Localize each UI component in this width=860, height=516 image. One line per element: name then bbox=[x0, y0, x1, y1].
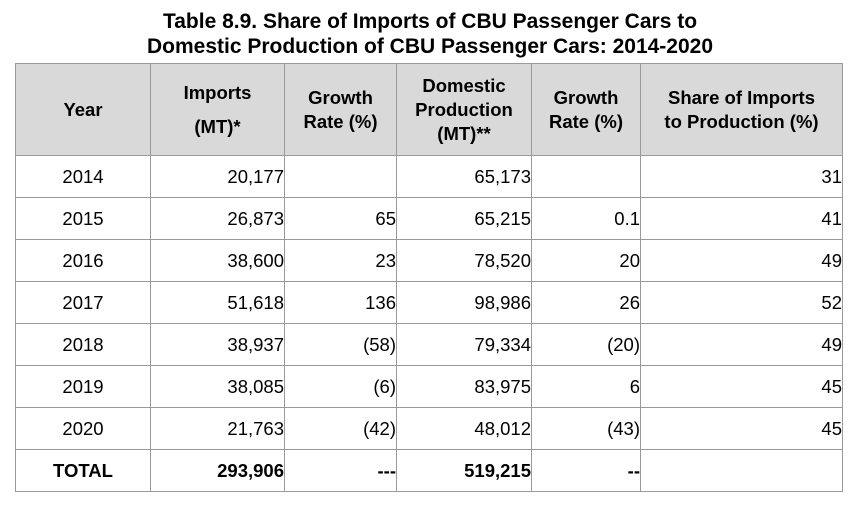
cell-share: 52 bbox=[640, 281, 843, 324]
header-domestic-growth-line-1: Growth bbox=[553, 86, 619, 108]
table-row: 2014 20,177 65,173 31 bbox=[15, 155, 843, 198]
header-domestic-growth-line-2: Rate (%) bbox=[548, 110, 623, 132]
total-domestic: 519,215 bbox=[396, 449, 532, 492]
total-domestic-growth: -- bbox=[531, 449, 641, 492]
header-imports-line-2: (MT)* bbox=[194, 115, 241, 137]
cell-imports: 38,600 bbox=[150, 239, 285, 282]
cell-domestic-growth: (43) bbox=[531, 407, 641, 450]
cell-year: 2015 bbox=[15, 197, 151, 240]
cell-imports: 38,937 bbox=[150, 323, 285, 366]
cell-year: 2016 bbox=[15, 239, 151, 282]
cell-imports: 21,763 bbox=[150, 407, 285, 450]
total-label: TOTAL bbox=[15, 449, 151, 492]
table-title-line-1: Table 8.9. Share of Imports of CBU Passe… bbox=[162, 10, 698, 33]
cell-domestic: 65,215 bbox=[396, 197, 532, 240]
cell-domestic-growth: 0.1 bbox=[531, 197, 641, 240]
cell-imports-growth: (58) bbox=[284, 323, 397, 366]
table-row: 2016 38,600 23 78,520 20 49 bbox=[15, 239, 843, 282]
imports-production-table: Year Imports (MT)* Growth Rate (%) Domes… bbox=[15, 63, 843, 492]
header-domestic-line-1: Domestic bbox=[422, 74, 506, 96]
cell-share: 49 bbox=[640, 239, 843, 282]
header-share-line-1: Share of Imports bbox=[668, 86, 815, 108]
total-share bbox=[640, 449, 843, 492]
total-imports: 293,906 bbox=[150, 449, 285, 492]
table-row: 2020 21,763 (42) 48,012 (43) 45 bbox=[15, 407, 843, 450]
cell-imports-growth: 23 bbox=[284, 239, 397, 282]
header-imports: Imports (MT)* bbox=[150, 63, 285, 156]
header-row: Year Imports (MT)* Growth Rate (%) Domes… bbox=[15, 63, 843, 156]
cell-imports-growth: (42) bbox=[284, 407, 397, 450]
cell-share: 45 bbox=[640, 365, 843, 408]
cell-year: 2018 bbox=[15, 323, 151, 366]
header-year-label: Year bbox=[63, 98, 103, 120]
cell-share: 31 bbox=[640, 155, 843, 198]
cell-domestic: 79,334 bbox=[396, 323, 532, 366]
cell-share: 45 bbox=[640, 407, 843, 450]
cell-imports: 51,618 bbox=[150, 281, 285, 324]
cell-year: 2019 bbox=[15, 365, 151, 408]
cell-domestic-growth: 26 bbox=[531, 281, 641, 324]
header-imports-growth-line-2: Rate (%) bbox=[303, 110, 378, 132]
total-imports-growth: --- bbox=[284, 449, 397, 492]
table-title-line-2: Domestic Production of CBU Passenger Car… bbox=[146, 35, 714, 58]
header-domestic-production: Domestic Production (MT)** bbox=[396, 63, 532, 156]
cell-imports: 26,873 bbox=[150, 197, 285, 240]
cell-imports-growth: (6) bbox=[284, 365, 397, 408]
cell-imports-growth bbox=[284, 155, 397, 198]
header-domestic-growth: Growth Rate (%) bbox=[531, 63, 641, 156]
cell-domestic: 83,975 bbox=[396, 365, 532, 408]
cell-share: 41 bbox=[640, 197, 843, 240]
total-row: TOTAL 293,906 --- 519,215 -- bbox=[15, 449, 843, 492]
cell-imports-growth: 65 bbox=[284, 197, 397, 240]
cell-imports: 20,177 bbox=[150, 155, 285, 198]
cell-domestic: 48,012 bbox=[396, 407, 532, 450]
cell-year: 2014 bbox=[15, 155, 151, 198]
header-share-line-2: to Production (%) bbox=[664, 110, 819, 132]
cell-imports: 38,085 bbox=[150, 365, 285, 408]
cell-year: 2020 bbox=[15, 407, 151, 450]
header-share: Share of Imports to Production (%) bbox=[640, 63, 843, 156]
header-imports-growth: Growth Rate (%) bbox=[284, 63, 397, 156]
cell-domestic-growth bbox=[531, 155, 641, 198]
cell-share: 49 bbox=[640, 323, 843, 366]
cell-domestic: 98,986 bbox=[396, 281, 532, 324]
table-title: Table 8.9. Share of Imports of CBU Passe… bbox=[0, 9, 860, 59]
cell-domestic-growth: (20) bbox=[531, 323, 641, 366]
cell-domestic-growth: 20 bbox=[531, 239, 641, 282]
cell-domestic: 78,520 bbox=[396, 239, 532, 282]
cell-imports-growth: 136 bbox=[284, 281, 397, 324]
header-domestic-line-3: (MT)** bbox=[437, 122, 491, 144]
cell-year: 2017 bbox=[15, 281, 151, 324]
header-imports-growth-line-1: Growth bbox=[308, 86, 373, 108]
table-row: 2017 51,618 136 98,986 26 52 bbox=[15, 281, 843, 324]
table-row: 2015 26,873 65 65,215 0.1 41 bbox=[15, 197, 843, 240]
cell-domestic: 65,173 bbox=[396, 155, 532, 198]
cell-domestic-growth: 6 bbox=[531, 365, 641, 408]
header-domestic-line-2: Production bbox=[415, 98, 513, 120]
table-row: 2018 38,937 (58) 79,334 (20) 49 bbox=[15, 323, 843, 366]
table-row: 2019 38,085 (6) 83,975 6 45 bbox=[15, 365, 843, 408]
header-year: Year bbox=[15, 63, 151, 156]
header-imports-line-1: Imports bbox=[183, 81, 252, 103]
